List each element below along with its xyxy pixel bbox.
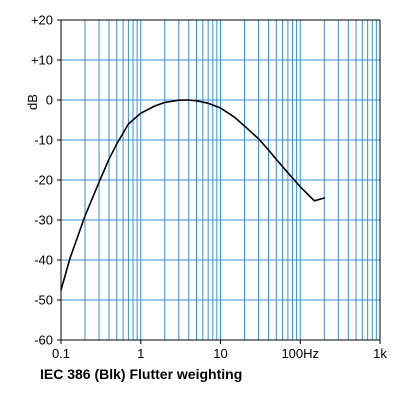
y-tick-label: -30 bbox=[34, 213, 53, 228]
y-axis-ticks: +20 +10 0 -10 -20 -30 -40 -50 -60 bbox=[31, 13, 61, 348]
y-axis-label: dB bbox=[25, 94, 40, 110]
y-tick-label: 0 bbox=[46, 93, 53, 108]
y-tick-label: -20 bbox=[34, 173, 53, 188]
x-tick-label: 0.1 bbox=[52, 346, 70, 361]
x-tick-label: 1 bbox=[137, 346, 144, 361]
y-tick-label: -50 bbox=[34, 293, 53, 308]
series-layer bbox=[60, 99, 326, 291]
x-axis-ticks: 0.1 1 10 100Hz 1k bbox=[52, 340, 387, 361]
chart-title: IEC 386 (Blk) Flutter weighting bbox=[40, 366, 243, 382]
y-tick-label: -10 bbox=[34, 133, 53, 148]
series-line bbox=[60, 99, 326, 291]
y-tick-label: -40 bbox=[34, 253, 53, 268]
plot-frame bbox=[60, 19, 381, 341]
y-tick-label: -60 bbox=[34, 333, 53, 348]
x-tick-label: 100Hz bbox=[281, 346, 319, 361]
x-tick-label: 1k bbox=[373, 346, 387, 361]
y-tick-label: +20 bbox=[31, 13, 53, 28]
y-tick-label: +10 bbox=[31, 53, 53, 68]
x-tick-label: 10 bbox=[213, 346, 227, 361]
grid-lines bbox=[61, 20, 380, 340]
